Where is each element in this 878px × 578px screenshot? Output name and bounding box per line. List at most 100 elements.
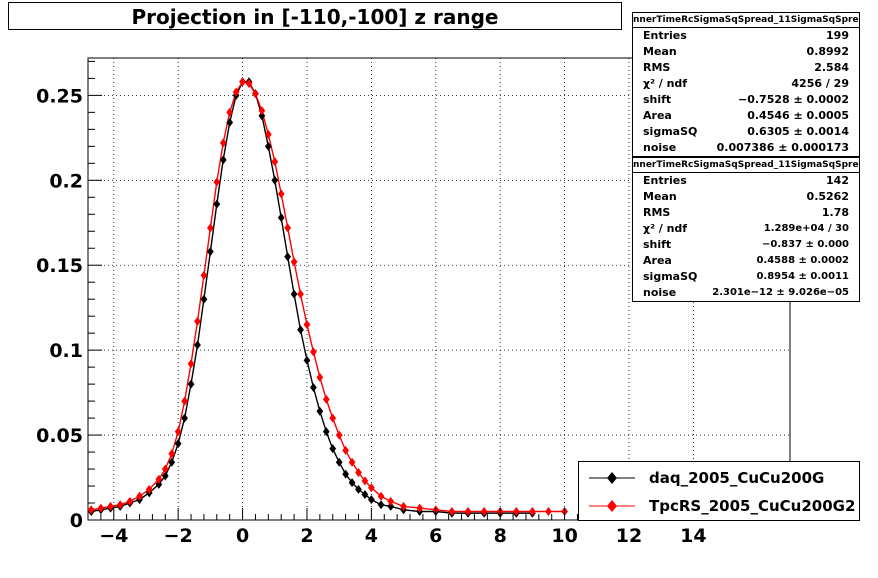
data-point: [161, 471, 169, 481]
x-tick-label: −4: [99, 525, 128, 547]
data-point: [264, 141, 272, 151]
data-point: [206, 223, 214, 233]
data-point: [187, 379, 195, 389]
data-point: [361, 476, 369, 486]
data-point: [322, 427, 330, 437]
stats-key: sigmaSQ: [643, 125, 698, 138]
data-point: [416, 503, 424, 513]
data-point: [355, 484, 362, 494]
data-point: [155, 479, 163, 489]
stats-value: −0.837 ± 0.000: [762, 239, 849, 250]
legend-label: daq_2005_CuCu200G: [649, 469, 825, 487]
stats-key: χ² / ndf: [643, 77, 688, 90]
data-point: [335, 457, 343, 467]
stats-key: χ² / ndf: [643, 222, 688, 235]
data-point: [87, 505, 95, 515]
y-tick-label: 0.15: [36, 255, 83, 277]
stats-value: 0.007386 ± 0.000173: [716, 141, 849, 154]
data-point: [342, 469, 349, 479]
data-point: [107, 501, 114, 511]
stats-key: Entries: [643, 29, 687, 42]
data-point: [377, 491, 385, 501]
data-point: [284, 223, 292, 233]
data-point: [271, 175, 279, 185]
data-point: [258, 111, 266, 121]
data-point: [310, 347, 317, 357]
data-point: [387, 496, 395, 506]
stats-key: sigmaSQ: [643, 270, 698, 283]
data-point: [277, 213, 285, 223]
y-tick-label: 0.2: [49, 170, 83, 192]
stats-value: 0.4546 ± 0.0005: [747, 109, 849, 122]
stats-value: 2.301e−12 ± 9.026e−05: [712, 287, 849, 298]
x-tick-label: 12: [616, 525, 642, 547]
data-point: [258, 106, 266, 116]
x-tick-label: 14: [680, 525, 706, 547]
data-point: [322, 394, 330, 404]
stats-value: 199: [826, 29, 849, 42]
legend-marker-red-diamond: [589, 500, 635, 512]
data-point: [342, 445, 349, 455]
stats-value: 0.5262: [806, 190, 849, 203]
data-point: [181, 396, 188, 406]
data-point: [377, 500, 385, 510]
x-tick-label: 4: [365, 525, 378, 547]
data-point: [168, 449, 176, 459]
data-point: [355, 467, 362, 477]
stats-key: Area: [643, 109, 672, 122]
data-point: [213, 177, 221, 187]
data-point: [116, 500, 124, 510]
data-point: [232, 87, 240, 97]
x-tick-label: 0: [236, 525, 249, 547]
data-point: [464, 507, 472, 517]
data-points: [87, 77, 568, 518]
data-point: [448, 507, 456, 517]
data-point: [529, 507, 536, 517]
data-point: [239, 77, 246, 87]
stats-value: 4256 / 29: [791, 77, 849, 90]
stats-value: 2.584: [814, 61, 849, 74]
data-point: [480, 507, 488, 517]
data-point: [264, 129, 272, 139]
data-point: [168, 457, 176, 467]
x-tick-label: −2: [164, 525, 193, 547]
stats-key: Area: [643, 254, 672, 267]
stats-value: −0.7528 ± 0.0002: [738, 93, 849, 106]
data-point: [387, 501, 395, 511]
data-point: [316, 372, 324, 382]
stats-value: 1.78: [821, 206, 849, 219]
stats-key: shift: [643, 238, 672, 251]
data-point: [277, 189, 285, 199]
data-point: [361, 490, 369, 500]
data-point: [400, 501, 407, 511]
legend-entry-tpcrs: TpcRS_2005_CuCu200G2: [579, 492, 859, 520]
data-point: [303, 355, 311, 365]
legend-entry-daq: daq_2005_CuCu200G: [579, 464, 859, 492]
stats-box-daq: nnerTimeRcSigmaSqSpread_11SigmaSqSpread …: [632, 12, 860, 157]
data-point: [284, 252, 292, 262]
data-point: [271, 157, 279, 167]
data-point: [329, 444, 337, 454]
data-point: [545, 507, 552, 517]
stats-key: RMS: [643, 206, 671, 219]
data-point: [213, 199, 221, 209]
legend: daq_2005_CuCu200G TpcRS_2005_CuCu200G2: [578, 461, 860, 521]
chart-title: Projection in [-110,-100] z range: [8, 2, 622, 30]
data-point: [161, 464, 169, 474]
data-point: [200, 294, 208, 304]
data-point: [219, 155, 227, 165]
axes: −4 −2 0 2 4 6 8 10 12 14 0 0.05 0.1 0.15 0.2 0.25: [36, 60, 785, 547]
legend-label: TpcRS_2005_CuCu200G2: [649, 497, 856, 515]
data-point: [181, 413, 188, 423]
stats-value: 0.4588 ± 0.0002: [756, 255, 849, 266]
data-point: [200, 270, 208, 280]
stats-key: RMS: [643, 61, 671, 74]
stats-header: nnerTimeRcSigmaSqSpread_11SigmaSqSpread: [633, 13, 859, 28]
data-point: [187, 359, 195, 369]
data-point: [368, 495, 375, 505]
data-point: [303, 320, 311, 330]
y-tick-label: 0: [70, 510, 83, 532]
data-point: [310, 383, 317, 393]
data-point: [174, 427, 182, 437]
data-point: [368, 483, 375, 493]
